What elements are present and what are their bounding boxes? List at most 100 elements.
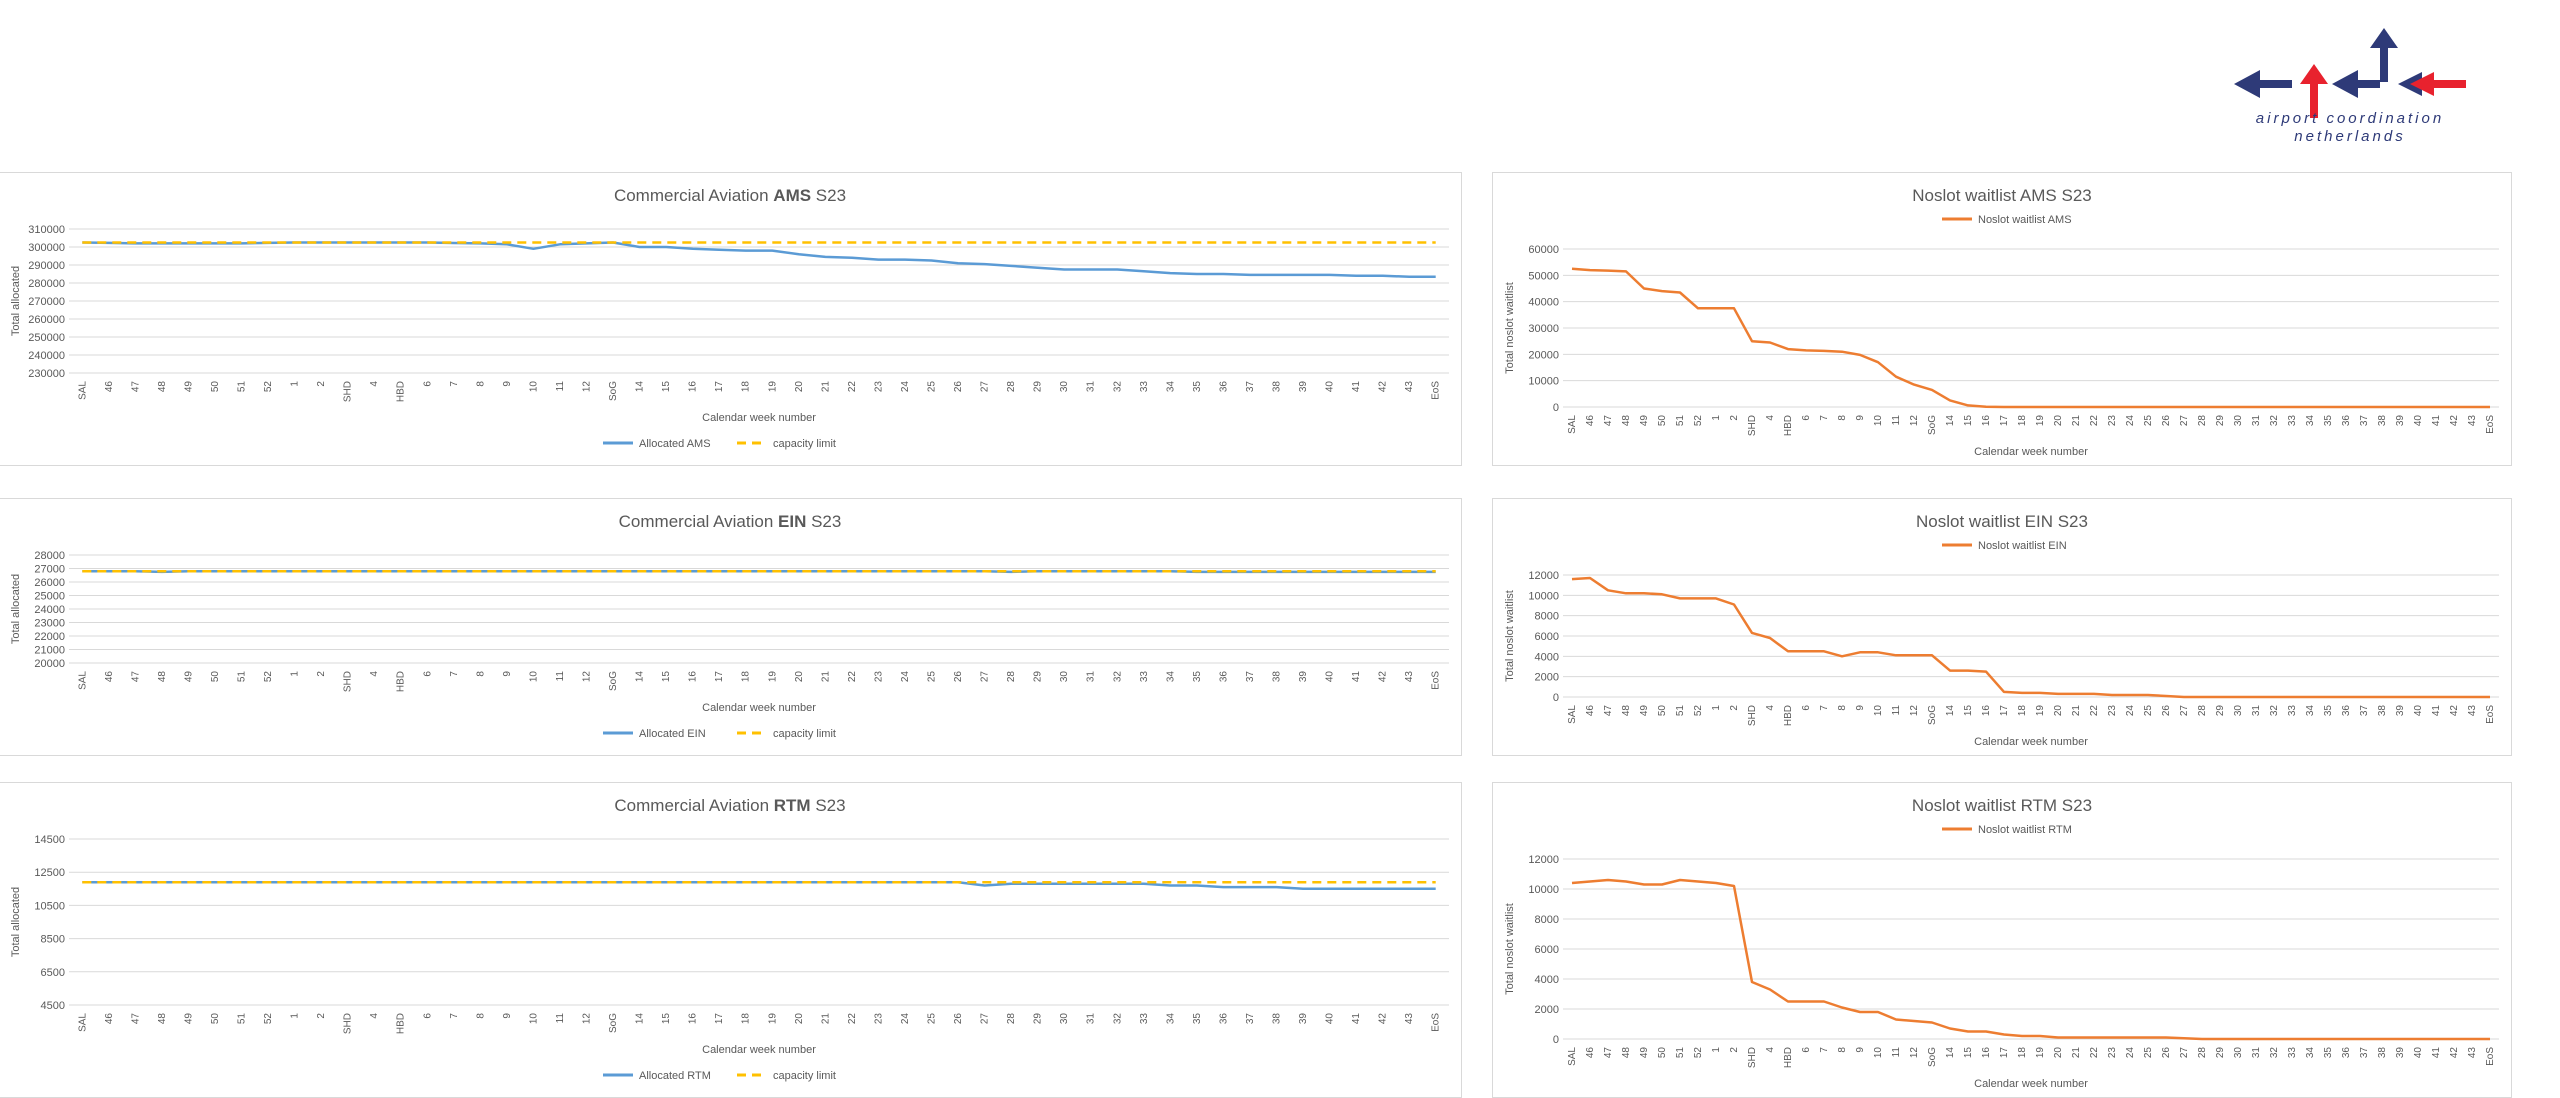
- x-tick-label: SHD: [1747, 705, 1758, 726]
- y-tick-label: 21000: [34, 645, 65, 657]
- chart-title: Commercial Aviation AMS S23: [614, 186, 846, 205]
- x-tick-label: 35: [1192, 671, 1203, 683]
- chart-svg: Commercial Aviation EIN S23 Allocated EIN…: [10, 512, 1449, 740]
- x-tick-label: 42: [2449, 415, 2460, 427]
- x-axis-label: Calendar week number: [702, 702, 816, 714]
- x-tick-label: 11: [555, 1013, 566, 1024]
- x-tick-label: 47: [1603, 1047, 1614, 1059]
- x-tick-label: 40: [1325, 381, 1336, 393]
- x-tick-label: 21: [820, 671, 831, 683]
- x-tick-label: 39: [2395, 705, 2406, 717]
- x-tick-label: SAL: [77, 1013, 88, 1032]
- x-tick-label: 8: [475, 381, 486, 387]
- logo-arrow-up-red-icon: [2300, 64, 2328, 118]
- x-tick-label: 27: [980, 671, 991, 683]
- x-tick-label: 7: [449, 381, 460, 387]
- x-tick-label: SAL: [1567, 705, 1578, 724]
- x-tick-label: 12: [582, 1013, 593, 1025]
- x-tick-label: SHD: [1747, 1047, 1758, 1068]
- x-tick-label: 50: [210, 381, 221, 393]
- x-tick-label: 4: [1765, 415, 1776, 421]
- x-tick-label: 14: [635, 1013, 646, 1025]
- logo-arrow-red-icon: [2410, 72, 2466, 96]
- x-tick-label: 30: [2233, 415, 2244, 427]
- x-tick-label: 52: [263, 671, 274, 683]
- y-tick-label: 260000: [28, 314, 65, 326]
- x-tick-label: 7: [449, 1013, 460, 1019]
- x-tick-label: 14: [635, 671, 646, 683]
- x-tick-label: 9: [502, 671, 513, 677]
- chart-legend: Allocated AMS capacity limit: [603, 438, 836, 450]
- chart-svg: Commercial Aviation AMS S23 Allocated AMS…: [10, 186, 1449, 450]
- legend-label: capacity limit: [773, 728, 836, 740]
- x-tick-label: 30: [1059, 671, 1070, 683]
- y-tick-label: 23000: [34, 618, 65, 630]
- x-tick-label: 29: [1033, 671, 1044, 683]
- x-tick-label: 24: [2125, 1047, 2136, 1059]
- x-tick-label: 33: [2287, 705, 2298, 717]
- x-tick-label: 6: [422, 381, 433, 387]
- x-tick-label: 50: [1657, 705, 1668, 717]
- x-tick-label: 26: [953, 1013, 964, 1025]
- x-tick-label: 41: [2431, 1047, 2442, 1059]
- x-tick-label: 52: [263, 381, 274, 393]
- x-tick-label: 21: [2071, 415, 2082, 427]
- x-tick-label: SHD: [343, 381, 354, 402]
- x-tick-label: SHD: [1747, 415, 1758, 436]
- y-tick-label: 240000: [28, 350, 65, 362]
- x-tick-label: 36: [2341, 415, 2352, 427]
- logo-arrow-left-icon: [2234, 70, 2292, 98]
- chart-legend: Noslot waitlist EIN: [1942, 540, 2067, 552]
- x-tick-label: 18: [741, 671, 752, 683]
- x-tick-label: SoG: [608, 381, 619, 401]
- x-tick-label: 31: [1086, 381, 1097, 393]
- x-tick-label: 32: [2269, 1047, 2280, 1059]
- x-tick-label: 36: [2341, 705, 2352, 717]
- x-tick-label: 10: [528, 381, 539, 393]
- x-tick-label: 48: [1621, 415, 1632, 427]
- x-tick-label: 20: [794, 1013, 805, 1025]
- x-tick-label: 51: [1675, 705, 1686, 717]
- y-tick-label: 6000: [1535, 944, 1559, 956]
- x-tick-label: 42: [2449, 1047, 2460, 1059]
- x-tick-label: 38: [1272, 1013, 1283, 1025]
- x-tick-label: 46: [104, 1013, 115, 1025]
- x-tick-label: 43: [2467, 1047, 2478, 1059]
- x-tick-label: 25: [927, 671, 938, 683]
- x-tick-label: 52: [1693, 705, 1704, 717]
- x-tick-label: 30: [2233, 705, 2244, 717]
- x-tick-label: 6: [422, 671, 433, 677]
- x-tick-label: 20: [2053, 705, 2064, 717]
- x-tick-label: 37: [1245, 671, 1256, 683]
- x-axis-label: Calendar week number: [702, 412, 816, 424]
- x-tick-label: 25: [2143, 1047, 2154, 1059]
- x-tick-label: 42: [1378, 671, 1389, 683]
- x-tick-label: 47: [1603, 705, 1614, 717]
- x-tick-label: 50: [1657, 1047, 1668, 1059]
- x-tick-label: 20: [794, 381, 805, 393]
- x-tick-label: 22: [847, 671, 858, 683]
- x-axis-label: Calendar week number: [1974, 446, 2088, 458]
- x-tick-label: 1: [1711, 415, 1722, 421]
- x-tick-label: 12: [1909, 415, 1920, 427]
- x-tick-label: 46: [104, 381, 115, 393]
- x-tick-label: 38: [1272, 381, 1283, 393]
- x-tick-label: 27: [2179, 415, 2190, 427]
- x-tick-label: 24: [2125, 705, 2136, 717]
- x-tick-label: 52: [1693, 415, 1704, 427]
- chart-ams-waitlist: Noslot waitlist AMS S23 Noslot waitlist A…: [1492, 172, 2512, 466]
- x-tick-label: 22: [847, 1013, 858, 1025]
- x-tick-label: 17: [714, 671, 725, 683]
- x-tick-label: 2: [316, 671, 327, 677]
- x-tick-label: 16: [1981, 1047, 1992, 1059]
- x-tick-label: 42: [1378, 381, 1389, 393]
- chart-legend: Allocated RTM capacity limit: [603, 1070, 836, 1082]
- x-tick-label: 26: [2161, 705, 2172, 717]
- x-tick-label: 20: [2053, 415, 2064, 427]
- x-tick-label: 51: [1675, 1047, 1686, 1059]
- x-tick-label: 50: [1657, 415, 1668, 427]
- x-tick-label: 19: [767, 671, 778, 683]
- x-tick-label: 17: [714, 381, 725, 393]
- x-tick-label: 42: [2449, 705, 2460, 717]
- x-tick-label: 2: [1729, 1047, 1740, 1053]
